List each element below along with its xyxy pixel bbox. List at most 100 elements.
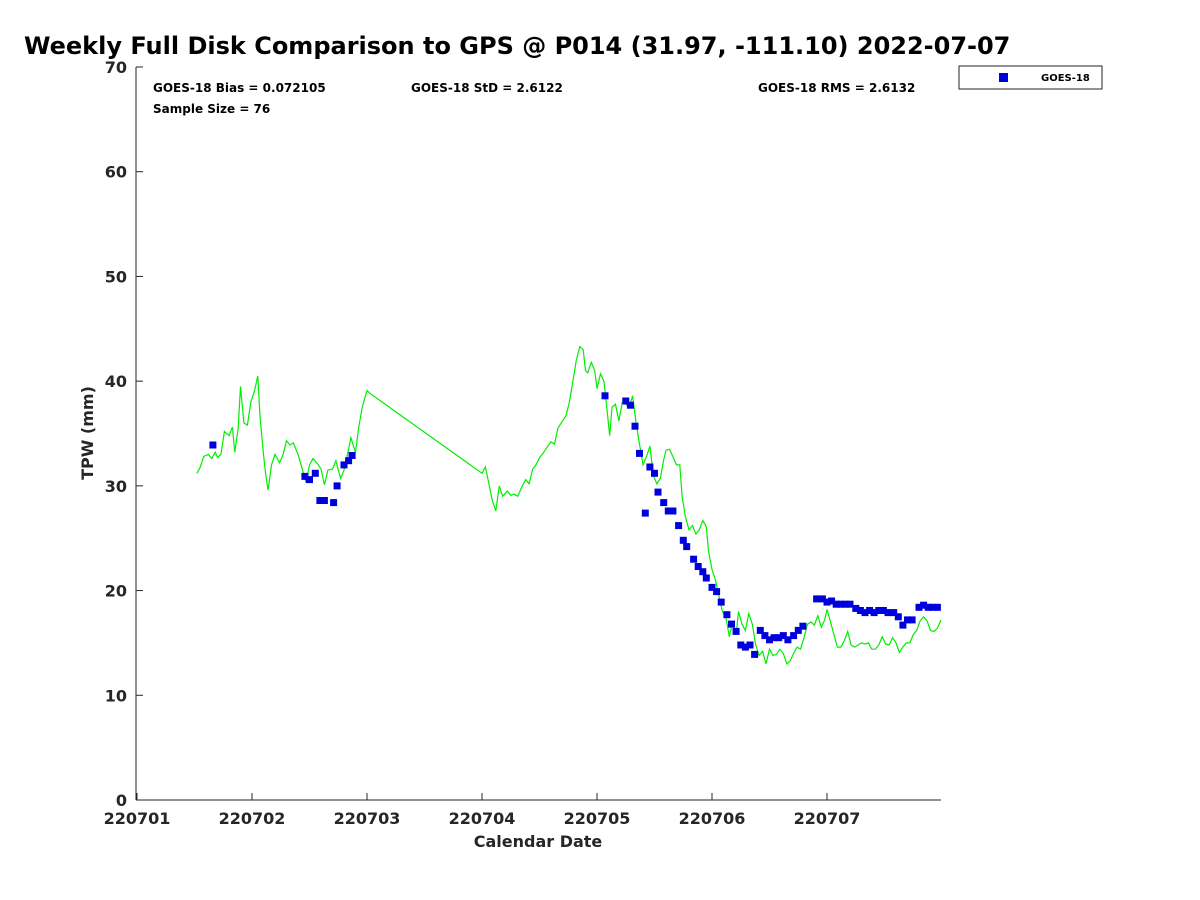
goes-18-point bbox=[345, 457, 353, 465]
goes-18-point bbox=[899, 621, 907, 629]
y-tick-label: 0 bbox=[116, 791, 127, 810]
goes-18-point bbox=[933, 603, 941, 611]
goes-18-point bbox=[732, 627, 740, 635]
goes-18-point bbox=[631, 422, 639, 430]
x-tick-label: 220705 bbox=[564, 809, 631, 828]
goes-18-point bbox=[866, 607, 874, 614]
goes-18-point bbox=[870, 609, 878, 617]
goes-18-point bbox=[209, 441, 217, 449]
goes-18-point bbox=[654, 488, 662, 496]
goes-18-point bbox=[333, 482, 341, 490]
goes-18-point bbox=[784, 636, 792, 644]
goes-18-point bbox=[651, 469, 658, 477]
x-ticks: 220701 220702 220703 220704 220705 220706 2207… bbox=[104, 793, 861, 828]
goes-18-point bbox=[852, 604, 860, 612]
goes-18-point bbox=[601, 392, 609, 400]
y-tick-label: 60 bbox=[105, 163, 127, 182]
legend: GOES-18 bbox=[958, 65, 1103, 90]
goes-18-point bbox=[794, 626, 802, 634]
goes-18-point bbox=[664, 507, 672, 515]
goes-18-point bbox=[856, 607, 864, 614]
goes-18-point bbox=[646, 463, 654, 471]
goes-18-point bbox=[306, 476, 313, 484]
goes-18-point bbox=[837, 600, 845, 608]
goes-18-point bbox=[915, 603, 923, 611]
goes-18-point bbox=[741, 643, 749, 651]
goes-18-point bbox=[890, 609, 898, 617]
goes-18-point bbox=[660, 499, 668, 507]
goes-18-point bbox=[904, 616, 911, 624]
goes-18-point bbox=[908, 616, 916, 624]
goes-18-point bbox=[737, 641, 745, 649]
goes-18-point bbox=[694, 563, 702, 570]
y-tick-label: 70 bbox=[105, 58, 127, 77]
goes-18-point bbox=[813, 595, 821, 603]
goes-18-point bbox=[699, 568, 707, 576]
stat-sample-size: Sample Size = 76 bbox=[153, 102, 270, 116]
goes-18-point bbox=[799, 622, 807, 630]
goes-18-point bbox=[636, 449, 643, 457]
y-tick-label: 20 bbox=[105, 582, 127, 601]
goes-18-point bbox=[924, 603, 932, 611]
goes-18-point bbox=[861, 609, 869, 617]
goes-18-point bbox=[832, 600, 840, 608]
goes-18-point bbox=[879, 607, 887, 614]
goes-18-point bbox=[717, 598, 725, 606]
goes-18-point bbox=[690, 555, 698, 563]
goes-18-point bbox=[828, 597, 836, 605]
goes-18-point bbox=[894, 613, 902, 621]
x-tick-label: 220701 bbox=[104, 809, 171, 828]
goes-18-point bbox=[761, 632, 769, 640]
goes-18-point bbox=[929, 603, 937, 611]
y-ticks: 0 10 20 30 40 50 60 70 bbox=[105, 58, 143, 810]
goes-18-point bbox=[884, 609, 892, 617]
stat-std: GOES-18 StD = 2.6122 bbox=[411, 81, 563, 95]
goes-18-point bbox=[751, 650, 759, 658]
goes-18-point bbox=[770, 634, 778, 642]
goes-18-point bbox=[766, 636, 773, 644]
goes-18-point bbox=[790, 632, 798, 640]
goes-18-point bbox=[775, 634, 783, 642]
y-axis-label: TPW (mm) bbox=[78, 386, 97, 480]
x-tick-label: 220703 bbox=[334, 809, 401, 828]
plot-area bbox=[196, 345, 942, 665]
goes-18-point bbox=[818, 595, 826, 603]
x-tick-label: 220704 bbox=[449, 809, 516, 828]
goes-18-points bbox=[209, 392, 941, 658]
goes-18-point bbox=[641, 509, 649, 517]
stat-bias: GOES-18 Bias = 0.072105 bbox=[153, 81, 326, 95]
axes bbox=[135, 67, 941, 801]
goes-18-point bbox=[330, 499, 338, 507]
goes-18-point bbox=[320, 497, 328, 504]
goes-18-point bbox=[626, 401, 634, 409]
y-tick-label: 30 bbox=[105, 477, 127, 496]
goes-18-point bbox=[713, 588, 721, 596]
goes-18-point bbox=[746, 641, 754, 649]
x-tick-label: 220702 bbox=[219, 809, 286, 828]
goes-18-point bbox=[823, 598, 831, 606]
goes-18-point bbox=[679, 536, 687, 544]
goes-18-point bbox=[756, 626, 764, 634]
goes-18-point bbox=[846, 600, 854, 608]
x-axis-label: Calendar Date bbox=[474, 832, 603, 851]
legend-box bbox=[958, 65, 1103, 90]
y-tick-label: 40 bbox=[105, 372, 127, 391]
goes-18-point bbox=[311, 469, 319, 477]
x-tick-label: 220706 bbox=[679, 809, 746, 828]
goes-18-point bbox=[723, 611, 731, 619]
goes-18-point bbox=[708, 583, 716, 591]
x-tick-label: 220707 bbox=[794, 809, 861, 828]
goes-18-point bbox=[702, 574, 710, 582]
chart-title: Weekly Full Disk Comparison to GPS @ P01… bbox=[24, 32, 1010, 60]
goes-18-point bbox=[683, 543, 691, 551]
stat-rms: GOES-18 RMS = 2.6132 bbox=[758, 81, 915, 95]
goes-18-point bbox=[875, 607, 883, 614]
legend-marker-goes-18 bbox=[999, 73, 1008, 82]
goes-18-point bbox=[348, 452, 356, 459]
goes-18-point bbox=[779, 632, 787, 640]
goes-18-point bbox=[675, 522, 683, 530]
goes-18-point bbox=[841, 600, 849, 608]
goes-18-point bbox=[728, 620, 735, 628]
